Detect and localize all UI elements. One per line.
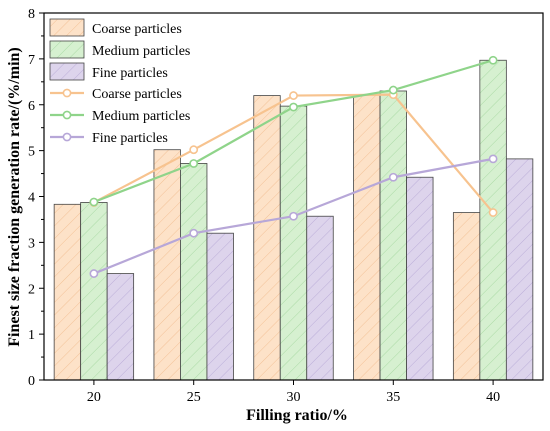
bar [80, 202, 108, 381]
legend-item: Fine particles [50, 131, 168, 146]
bar [505, 158, 534, 381]
legend: Coarse particles Medium particles Fine par… [49, 18, 190, 146]
y-tick-label: 4 [28, 191, 35, 206]
line-point [488, 208, 498, 217]
legend-marker [62, 110, 72, 120]
bar-outline [505, 158, 534, 381]
bar-outline [180, 163, 208, 381]
bar-outline [379, 90, 407, 381]
legend-swatch [49, 40, 85, 59]
line-point [289, 91, 298, 100]
bar [452, 212, 481, 381]
legend-swatch [49, 62, 85, 81]
bar-outline [206, 232, 234, 381]
y-tick-label: 7 [28, 53, 35, 68]
x-tick-label: 25 [187, 390, 201, 405]
bar [206, 232, 234, 381]
y-tick-label: 5 [28, 145, 35, 160]
legend-item: Coarse particles [49, 18, 182, 37]
bar-outline [306, 215, 334, 381]
legend-label: Coarse particles [92, 22, 182, 37]
bar [479, 59, 507, 381]
line-point [289, 102, 298, 112]
bar [53, 203, 82, 381]
x-tick-label: 35 [386, 390, 400, 405]
legend-item: Coarse particles [50, 87, 182, 102]
bar [253, 95, 281, 381]
x-tick-label: 40 [486, 390, 500, 405]
bar-outline [253, 95, 281, 381]
y-tick-label: 3 [28, 236, 35, 251]
y-tick-label: 6 [28, 99, 35, 114]
bar [406, 176, 434, 381]
line-point [388, 85, 398, 95]
x-axis-title: Filling ratio/% [246, 407, 348, 424]
line-point [89, 269, 99, 278]
line-point [189, 159, 199, 168]
bar-outline [153, 149, 181, 381]
legend-label: Fine particles [92, 66, 168, 81]
legend-swatch [49, 18, 85, 37]
legend-label: Coarse particles [92, 87, 182, 102]
legend-label: Medium particles [92, 109, 190, 124]
line-point [388, 172, 398, 182]
line-point [189, 228, 199, 238]
bar [379, 90, 407, 381]
legend-marker [62, 132, 72, 142]
legend-item: Medium particles [49, 40, 190, 59]
bar [306, 215, 334, 381]
line-point [89, 197, 99, 207]
bar [279, 105, 308, 381]
y-tick-label: 2 [28, 282, 35, 297]
bar [106, 273, 135, 381]
bar-outline [53, 203, 82, 381]
legend-item: Medium particles [50, 109, 190, 124]
bar-outline [106, 273, 135, 381]
bar [180, 163, 208, 381]
legend-item: Fine particles [49, 62, 168, 81]
line-point [289, 211, 298, 221]
bar-outline [406, 176, 434, 381]
lines-layer [89, 55, 498, 278]
y-tick-label: 1 [28, 328, 35, 343]
x-tick-label: 20 [87, 390, 101, 405]
line-point [189, 145, 199, 155]
bar [153, 149, 181, 381]
bar-outline [353, 94, 381, 381]
bar-outline [479, 59, 507, 381]
line-point [488, 154, 498, 164]
bar [353, 94, 381, 381]
y-tick-label: 0 [28, 374, 35, 389]
axis-layer: 0 1 2 3 4 5 6 7 8 20 25 30 35 40 [28, 7, 500, 405]
x-tick-label: 30 [287, 390, 301, 405]
line-point [488, 55, 498, 65]
legend-marker [62, 88, 72, 98]
bars-layer [53, 59, 534, 381]
bar-outline [452, 212, 481, 381]
legend-label: Fine particles [92, 131, 168, 146]
y-tick-label: 8 [28, 7, 35, 22]
y-axis-title: Finest size fraction generation rate/(%/… [6, 47, 23, 346]
legend-label: Medium particles [92, 44, 190, 59]
bar-outline [80, 202, 108, 381]
bar-outline [279, 105, 308, 381]
